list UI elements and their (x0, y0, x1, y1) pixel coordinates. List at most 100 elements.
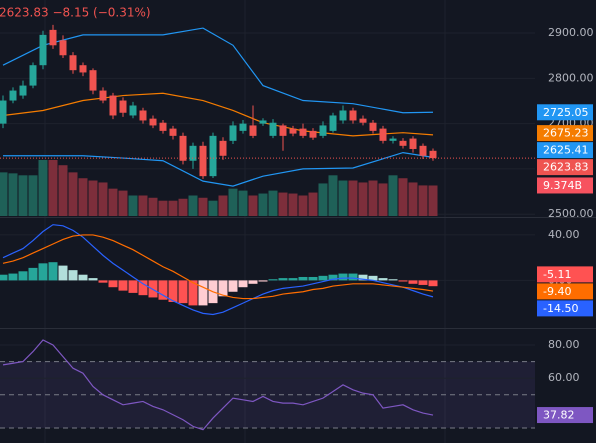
macd-histogram-bar (298, 276, 308, 281)
volume-bar (338, 180, 348, 216)
macd-histogram-bar (398, 280, 408, 282)
volume-bar (128, 195, 138, 216)
volume-bar (388, 175, 398, 216)
y-tick-label: 60.00 (548, 371, 580, 384)
candle-body (289, 128, 297, 134)
candle-body (79, 65, 87, 73)
macd-histogram-bar (318, 275, 328, 281)
volume-bar (88, 180, 98, 216)
candle-body (159, 122, 167, 131)
candle-body (119, 100, 127, 113)
macd-histogram-bar (428, 280, 438, 287)
macd-histogram-bar (18, 271, 28, 281)
candle-body (239, 123, 247, 131)
value-label: 2625.41 (543, 144, 589, 157)
macd-histogram-bar (198, 280, 208, 306)
value-label-box (537, 407, 593, 424)
candle-body (59, 40, 67, 56)
candle-body (129, 105, 137, 116)
value-label: -14.50 (543, 302, 578, 315)
bollinger-line (3, 151, 434, 187)
volume-bar (28, 175, 38, 216)
candle-body (39, 34, 47, 66)
volume-bar (48, 160, 58, 216)
candle-body (369, 122, 377, 131)
volume-bar (418, 185, 428, 216)
macd-histogram-bar (108, 280, 118, 288)
volume-bar (368, 180, 378, 216)
macd-histogram-bar (8, 273, 18, 281)
value-label: -5.11 (543, 268, 571, 281)
macd-histogram-bar (28, 267, 38, 281)
candle-body (339, 110, 347, 121)
volume-bar (258, 193, 268, 216)
macd-histogram-bar (358, 274, 368, 281)
y-tick-label: 40.00 (548, 228, 580, 241)
volume-bar (428, 185, 438, 216)
macd-histogram-bar (188, 280, 198, 306)
candle-body (219, 140, 227, 156)
volume-bar (398, 178, 408, 216)
candle-body (99, 90, 107, 101)
value-label-box (537, 104, 593, 121)
volume-bar (208, 200, 218, 216)
candle-body (419, 145, 427, 156)
candle-body (139, 110, 147, 121)
candle-body (89, 70, 97, 91)
candle-body (269, 122, 277, 136)
volume-bar (408, 182, 418, 216)
macd-histogram-bar (338, 273, 348, 281)
macd-histogram-bar (368, 275, 378, 281)
macd-histogram-bar (388, 279, 398, 281)
candle-body (109, 95, 117, 116)
volume-bar (378, 183, 388, 216)
y-tick-label: 80.00 (548, 338, 580, 351)
macd-histogram-bar (278, 278, 288, 281)
volume-bar (308, 192, 318, 216)
candle-body (359, 118, 367, 123)
macd-histogram-bar (68, 270, 78, 281)
candle-body (249, 125, 257, 136)
value-label: 37.82 (543, 409, 575, 422)
value-label-box (537, 142, 593, 159)
volume-bar (298, 195, 308, 216)
candle-body (349, 110, 357, 121)
macd-line (2, 234, 434, 300)
candle-body (279, 125, 287, 136)
macd-histogram-bar (348, 273, 358, 281)
volume-bar (0, 172, 8, 216)
candle-body (409, 138, 417, 149)
candle-body (9, 90, 17, 101)
rsi-line (2, 339, 434, 431)
candle-body (179, 135, 187, 161)
volume-bar (108, 188, 118, 216)
candle-body (19, 85, 27, 96)
macd-histogram-bar (228, 280, 238, 292)
candle-body (379, 128, 387, 141)
price-header: 2623.83 −8.15 (−0.31%) (0, 6, 151, 20)
volume-bar (188, 195, 198, 216)
candle-body (329, 115, 337, 131)
macd-histogram-bar (88, 278, 98, 281)
macd-histogram-bar (48, 262, 58, 281)
macd-histogram-bar (248, 280, 258, 284)
volume-bar (238, 190, 248, 216)
volume-bar (178, 198, 188, 216)
value-label-box (537, 125, 593, 142)
macd-histogram-bar (128, 280, 138, 293)
volume-bar (138, 195, 148, 216)
volume-bar (348, 180, 358, 216)
volume-bar (288, 193, 298, 216)
volume-bar (228, 188, 238, 216)
volume-bar (38, 160, 48, 216)
candle-body (69, 55, 77, 71)
macd-histogram-bar (418, 280, 428, 285)
bollinger-line (2, 92, 434, 137)
volume-bar (8, 173, 18, 216)
macd-histogram-bar (288, 278, 298, 281)
volume-bar (98, 182, 108, 216)
macd-histogram-bar (268, 279, 278, 281)
macd-histogram-bar (328, 274, 338, 281)
